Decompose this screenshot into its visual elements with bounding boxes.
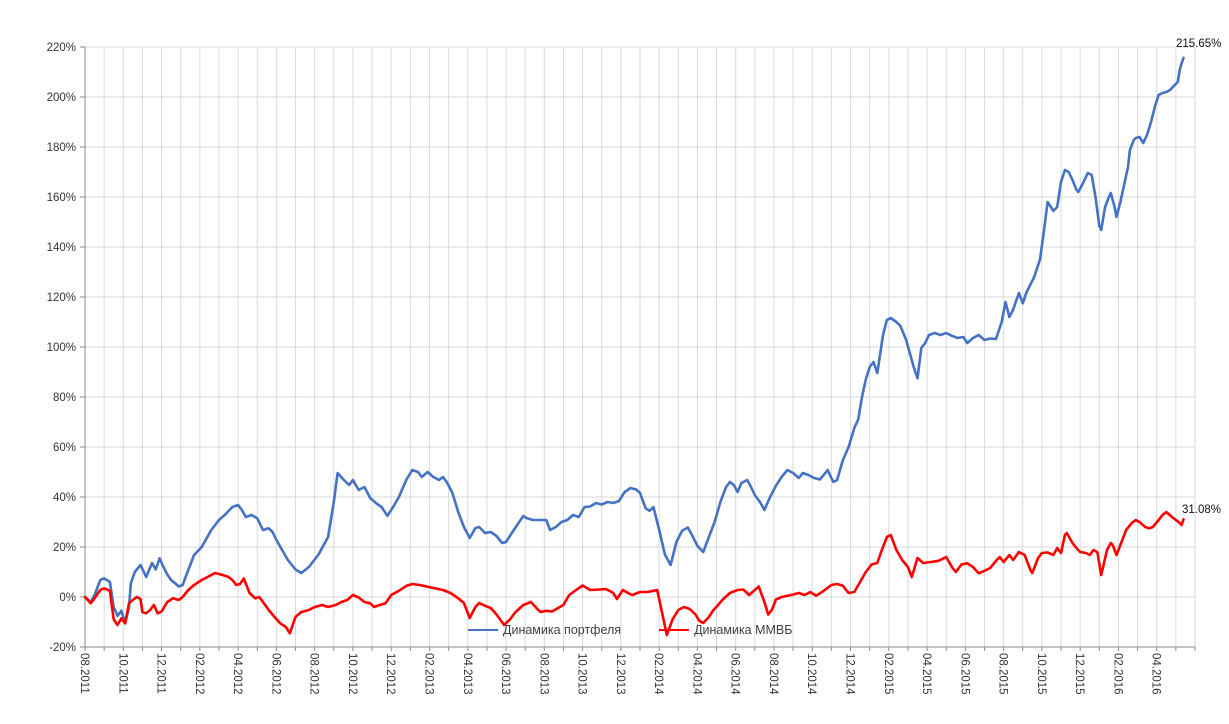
x-axis-tick-label: 04.2016 bbox=[1150, 653, 1162, 695]
y-axis-tick-label: 120% bbox=[47, 292, 76, 304]
x-axis-tick-label: 06.2014 bbox=[729, 653, 741, 695]
x-axis-tick-label: 08.2012 bbox=[308, 653, 320, 695]
x-axis-tick-label: 02.2013 bbox=[422, 653, 434, 695]
x-axis-tick-label: 12.2013 bbox=[614, 653, 626, 695]
series-line-portfolio bbox=[83, 56, 1185, 625]
y-axis-tick-label: 200% bbox=[47, 92, 76, 104]
x-axis-tick-label: 10.2012 bbox=[346, 653, 358, 695]
x-axis-tick-label: 04.2012 bbox=[231, 653, 243, 695]
x-axis-tick-label: 08.2014 bbox=[767, 653, 779, 695]
x-axis-tick-label: 06.2015 bbox=[958, 653, 970, 695]
x-axis-tick-label: 04.2013 bbox=[461, 653, 473, 695]
data-label-micex-end: 31.08% bbox=[1182, 504, 1222, 516]
x-axis-tick-label: 10.2014 bbox=[805, 653, 817, 695]
y-axis-tick-label: 80% bbox=[53, 392, 76, 404]
y-axis-labels: -20% 0% 20% 40% 60% 80% 100% 120% 140% 160% 180% 20… bbox=[47, 42, 76, 654]
x-axis-tick-label: 04.2015 bbox=[920, 653, 932, 695]
x-axis-tick-label: 08.2013 bbox=[537, 653, 549, 695]
tick-marks bbox=[80, 46, 1196, 651]
micex-line-swatch-icon bbox=[659, 629, 690, 631]
x-axis-tick-label: 02.2015 bbox=[882, 653, 894, 695]
x-axis-tick-label: 10.2015 bbox=[1035, 653, 1047, 695]
legend-item-micex: Динамика ММВБ bbox=[659, 623, 792, 637]
x-axis-tick-label: 08.2011 bbox=[78, 653, 90, 694]
x-axis-tick-label: 12.2011 bbox=[155, 653, 167, 694]
x-axis-tick-label: 02.2014 bbox=[652, 653, 664, 695]
x-axis-tick-label: 06.2012 bbox=[269, 653, 281, 695]
series-line-micex bbox=[83, 510, 1185, 637]
x-axis-tick-label: 04.2014 bbox=[690, 653, 702, 695]
gridlines bbox=[84, 46, 1196, 648]
x-axis-tick-label: 08.2015 bbox=[997, 653, 1009, 695]
y-axis-tick-label: 40% bbox=[53, 492, 76, 504]
series-lines bbox=[83, 56, 1185, 637]
x-axis-tick-label: 02.2016 bbox=[1111, 653, 1123, 695]
y-axis-tick-label: 20% bbox=[53, 542, 76, 554]
y-axis-tick-label: 100% bbox=[47, 342, 76, 354]
y-axis-tick-label: 220% bbox=[47, 42, 76, 54]
y-axis-tick-label: 0% bbox=[59, 592, 76, 604]
legend-label-portfolio: Динамика портфеля bbox=[503, 623, 622, 637]
y-axis-tick-label: 160% bbox=[47, 192, 76, 204]
x-axis-tick-label: 12.2012 bbox=[384, 653, 396, 695]
x-axis-tick-label: 06.2013 bbox=[499, 653, 511, 695]
y-axis-tick-label: 140% bbox=[47, 242, 76, 254]
x-axis-tick-label: 10.2011 bbox=[116, 653, 128, 694]
chart-legend: Динамика портфеля Динамика ММВБ bbox=[468, 623, 792, 637]
y-axis-tick-label: 60% bbox=[53, 442, 76, 454]
legend-label-micex: Динамика ММВБ bbox=[694, 623, 793, 637]
x-axis-tick-label: 12.2014 bbox=[844, 653, 856, 695]
x-axis-tick-label: 02.2012 bbox=[193, 653, 205, 695]
x-axis-tick-label: 12.2015 bbox=[1073, 653, 1085, 695]
portfolio-line-swatch-icon bbox=[468, 629, 498, 631]
y-axis-tick-label: 180% bbox=[47, 142, 76, 154]
x-axis-tick-label: 10.2013 bbox=[576, 653, 588, 695]
x-axis-labels: 08.2011 10.2011 12.2011 02.2012 04.2012 06.20… bbox=[78, 653, 1162, 695]
y-axis-tick-label: -20% bbox=[49, 642, 76, 654]
data-label-portfolio-end: 215.65% bbox=[1176, 38, 1222, 50]
legend-item-portfolio: Динамика портфеля bbox=[468, 623, 621, 637]
